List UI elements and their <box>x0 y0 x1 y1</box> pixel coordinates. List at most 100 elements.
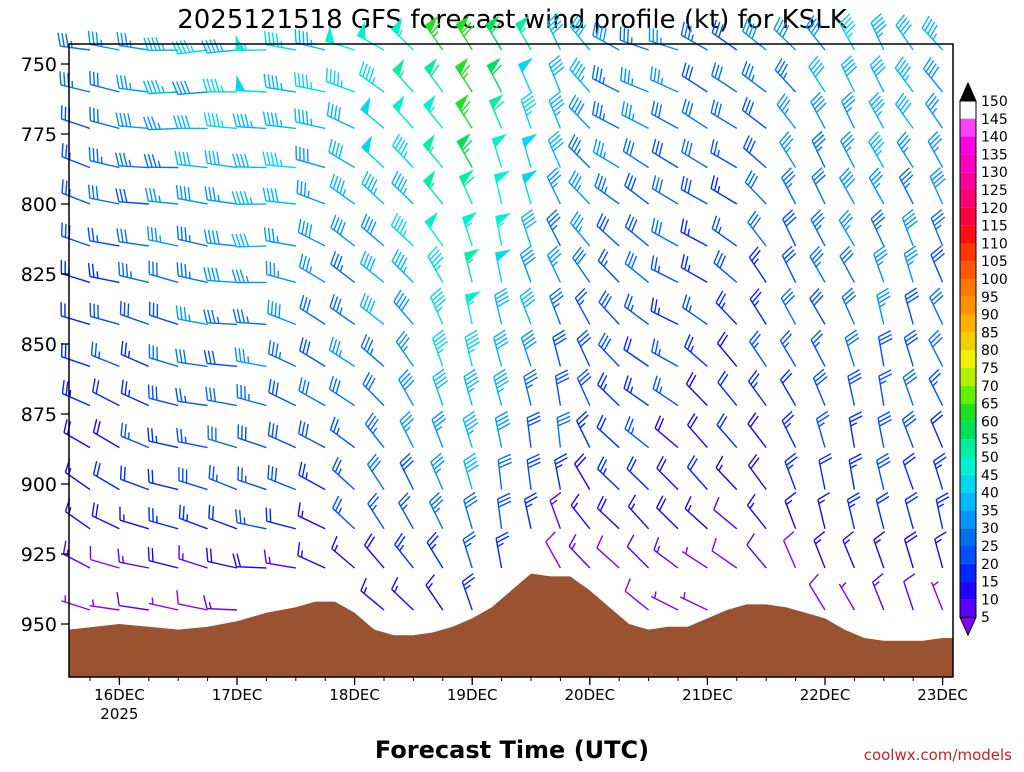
barb-half-feather <box>209 602 211 609</box>
colorbar-label: 135 <box>981 147 1008 163</box>
barb-feather <box>809 56 818 66</box>
wind-barb <box>329 337 354 366</box>
wind-barb <box>577 330 590 366</box>
barb-shaft <box>296 122 325 128</box>
colorbar-label: 75 <box>981 361 999 377</box>
barb-feather <box>929 369 939 378</box>
wind-barb <box>121 341 149 366</box>
wind-barb <box>686 372 707 405</box>
wind-barb <box>361 578 384 610</box>
barb-feather <box>658 70 660 84</box>
wind-barb <box>874 532 885 568</box>
wind-barb <box>330 417 354 448</box>
wind-barb <box>717 413 737 447</box>
wind-barb <box>205 150 237 168</box>
barb-feather <box>901 171 911 180</box>
barb-shaft <box>902 218 913 246</box>
barb-feather <box>600 105 602 118</box>
wind-barb <box>843 532 854 568</box>
barb-feather <box>90 107 91 121</box>
wind-barb <box>89 31 120 50</box>
barb-feather <box>896 15 904 26</box>
barb-half-feather <box>217 475 218 482</box>
barb-feather <box>334 254 339 267</box>
wind-barb <box>688 413 708 447</box>
barb-feather <box>933 337 943 347</box>
barb-feather <box>336 143 339 156</box>
barb-shaft <box>657 468 678 489</box>
barb-feather <box>659 105 662 118</box>
barb-feather <box>92 502 94 515</box>
barb-shaft <box>238 438 266 448</box>
barb-feather <box>875 103 884 113</box>
wind-barb <box>490 96 504 129</box>
barb-half-feather <box>400 71 403 77</box>
barb-feather <box>96 380 98 393</box>
barb-half-feather <box>311 82 312 89</box>
barb-shaft <box>520 254 531 282</box>
barb-feather <box>900 63 908 74</box>
barb-half-feather <box>581 76 585 82</box>
colorbar-swatch <box>960 261 976 279</box>
barb-shaft <box>848 376 855 405</box>
barb-feather <box>815 373 825 382</box>
barb-half-feather <box>604 152 606 159</box>
barb-feather <box>783 373 792 383</box>
wind-barb <box>331 251 355 282</box>
barb-half-feather <box>786 423 791 428</box>
barb-feather <box>303 256 306 269</box>
wind-barb <box>236 78 266 92</box>
wind-barb <box>121 380 148 406</box>
credit-link[interactable]: coolwx.com/models <box>864 746 1012 764</box>
barb-feather <box>121 301 122 315</box>
barb-feather <box>813 96 823 106</box>
barb-shaft <box>267 521 296 529</box>
barb-feather <box>97 463 100 476</box>
wind-barb <box>150 302 179 325</box>
wind-barb <box>399 370 414 406</box>
barb-feather <box>125 229 127 242</box>
wind-barb <box>238 424 266 447</box>
barb-shaft <box>598 261 619 283</box>
wind-barb <box>464 453 479 489</box>
barb-feather <box>363 64 367 77</box>
barb-shaft <box>178 319 208 324</box>
barb-feather <box>656 378 660 391</box>
colorbar-label: 125 <box>981 183 1008 199</box>
wind-barb <box>121 423 149 448</box>
barb-half-feather <box>815 540 820 544</box>
barb-feather <box>577 330 587 339</box>
barb-feather <box>785 295 795 305</box>
wind-barb <box>149 344 178 366</box>
wind-barb <box>931 246 945 282</box>
barb-feather <box>814 532 825 540</box>
barb-half-feather <box>932 108 936 113</box>
colorbar-swatch <box>960 582 976 600</box>
barb-shaft <box>326 82 354 92</box>
barb-feather <box>58 33 60 46</box>
wind-barb <box>685 334 708 366</box>
wind-barb <box>573 247 590 282</box>
wind-barb <box>400 411 413 447</box>
barb-shaft <box>179 481 208 490</box>
wind-barb <box>652 175 678 204</box>
wind-barb <box>368 493 384 529</box>
barb-half-feather <box>310 267 312 274</box>
barb-feather <box>742 97 747 110</box>
wind-barb <box>625 416 649 447</box>
wind-barb <box>92 502 119 528</box>
barb-flag <box>465 250 478 261</box>
wind-barb <box>905 288 919 324</box>
barb-shaft <box>119 88 149 92</box>
barb-shaft <box>557 418 560 448</box>
barb-feather <box>627 535 633 547</box>
barb-feather <box>435 419 446 427</box>
barb-feather <box>89 185 90 199</box>
barb-feather <box>215 79 219 92</box>
barb-half-feather <box>580 423 585 428</box>
barb-half-feather <box>436 427 441 431</box>
barb-feather <box>295 72 296 86</box>
barb-feather <box>181 227 182 241</box>
barb-shaft <box>624 388 649 405</box>
barb-feather <box>551 59 562 68</box>
